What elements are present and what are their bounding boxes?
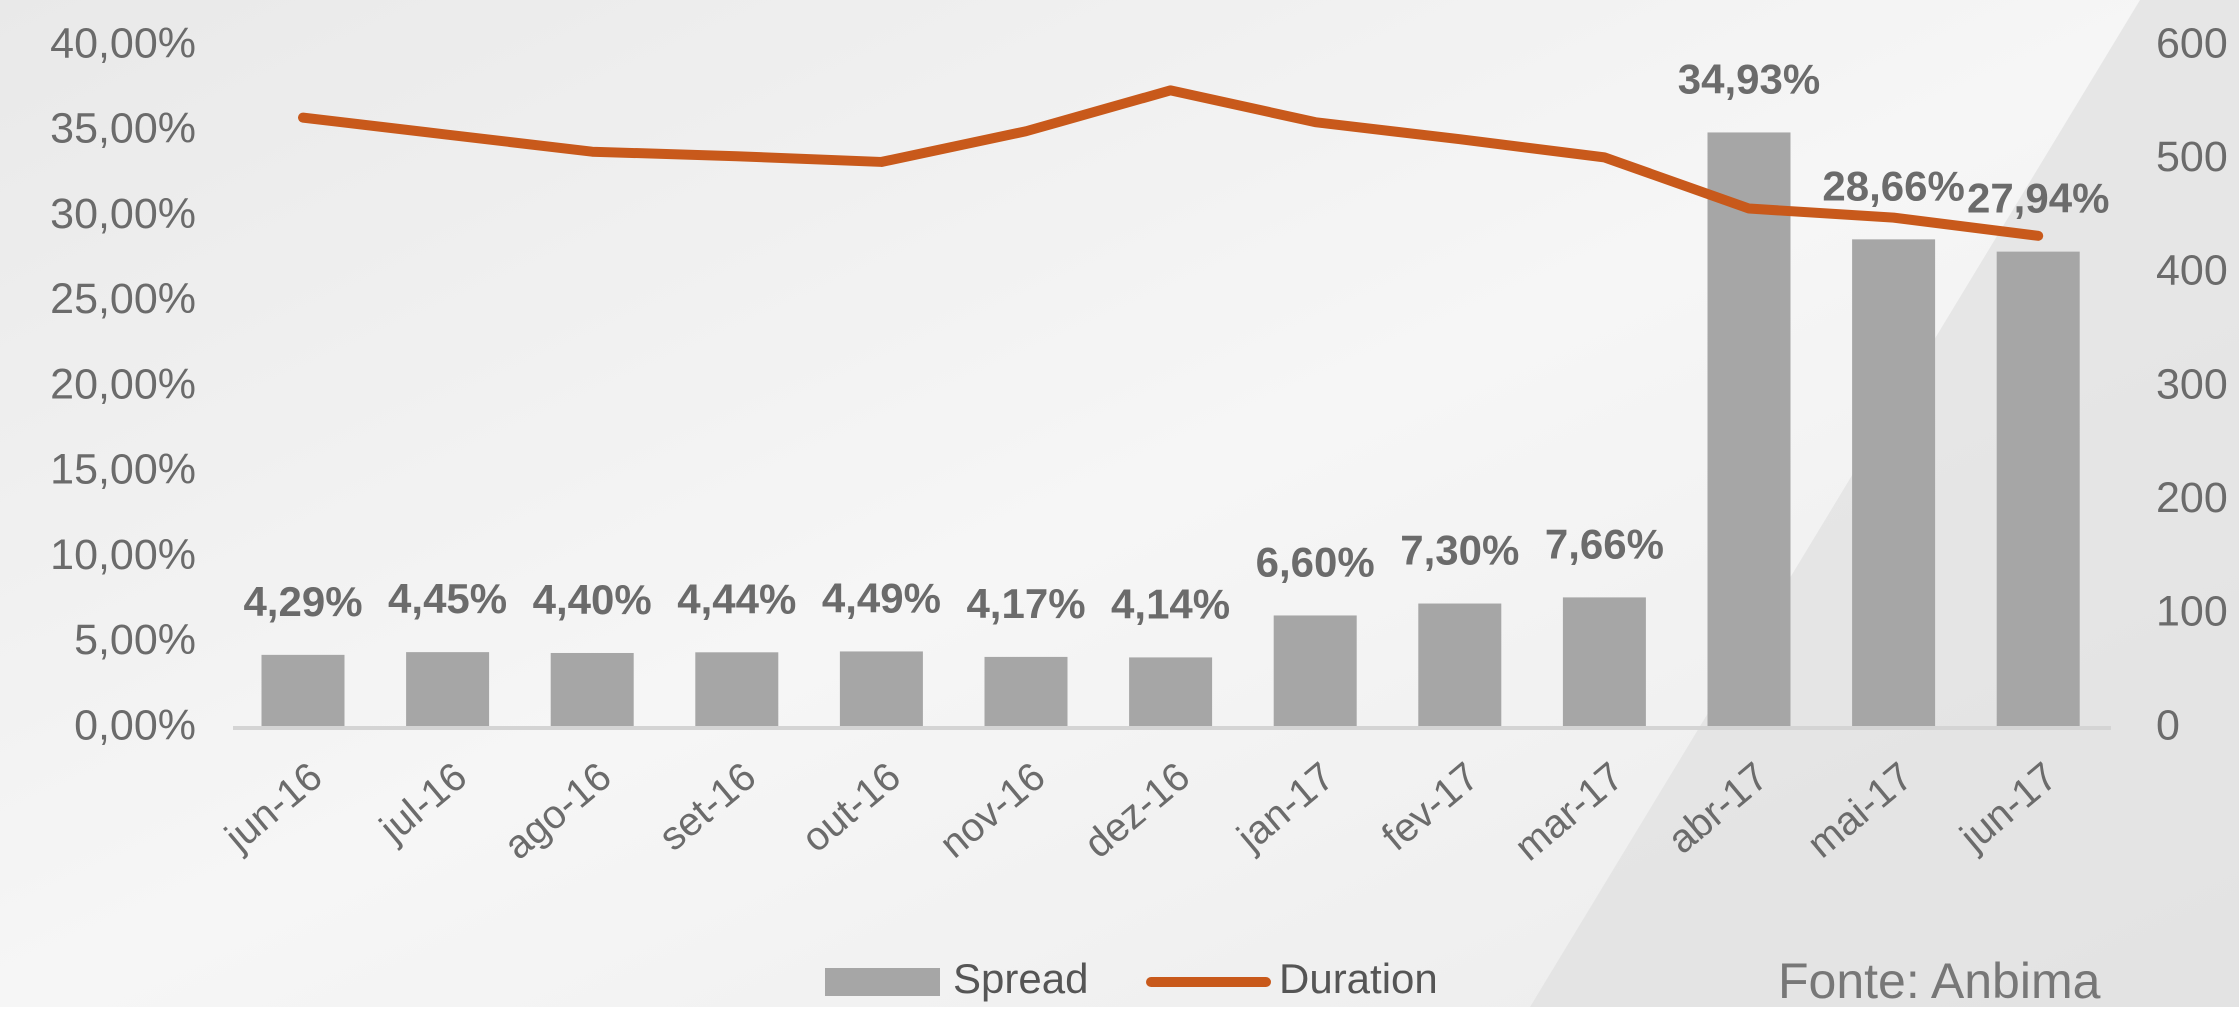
data-label: 27,94%	[1967, 175, 2109, 222]
y2-tick-label: 500	[2156, 133, 2228, 181]
y2-tick-label: 300	[2156, 360, 2228, 408]
bar	[1273, 615, 1357, 728]
bar	[1129, 657, 1213, 728]
y-tick-label: 10,00%	[50, 531, 196, 579]
y-tick-label: 25,00%	[50, 275, 196, 323]
legend-label: Spread	[953, 955, 1088, 1002]
y-tick-label: 30,00%	[50, 190, 196, 238]
data-label: 6,60%	[1256, 539, 1375, 586]
legend-label: Duration	[1279, 955, 1438, 1002]
data-label: 34,93%	[1678, 56, 1820, 103]
y2-tick-label: 600	[2156, 19, 2228, 67]
y-tick-label: 35,00%	[50, 105, 196, 153]
data-label: 4,29%	[243, 578, 362, 625]
legend-swatch	[825, 968, 940, 996]
y2-tick-label: 200	[2156, 474, 2228, 522]
bar	[550, 652, 634, 728]
bar	[1996, 251, 2080, 729]
bar	[1562, 597, 1646, 728]
bar	[839, 651, 923, 728]
y-tick-label: 40,00%	[50, 19, 196, 67]
y-tick-label: 0,00%	[74, 701, 196, 749]
data-label: 4,17%	[966, 580, 1085, 627]
bar	[1707, 132, 1791, 729]
data-label: 4,45%	[388, 575, 507, 622]
y-tick-label: 20,00%	[50, 360, 196, 408]
y-tick-label: 5,00%	[74, 616, 196, 664]
y-tick-label: 15,00%	[50, 446, 196, 494]
data-label: 4,44%	[677, 575, 796, 622]
bar	[1418, 603, 1502, 728]
bar	[261, 654, 345, 728]
bar	[984, 656, 1068, 728]
data-label: 4,49%	[822, 575, 941, 622]
data-label: 7,66%	[1545, 520, 1664, 567]
data-label: 4,40%	[533, 576, 652, 623]
line	[298, 85, 2044, 241]
data-label: 7,30%	[1400, 527, 1519, 574]
bar	[1852, 239, 1936, 729]
y2-tick-label: 400	[2156, 247, 2228, 295]
y2-tick-label: 100	[2156, 588, 2228, 636]
bar	[406, 652, 490, 728]
source: Fonte: Anbima	[1778, 953, 2101, 1007]
data-label: 4,14%	[1111, 581, 1230, 628]
y2-tick-label: 0	[2156, 701, 2180, 749]
bar	[695, 652, 779, 728]
data-label: 28,66%	[1822, 162, 1964, 209]
